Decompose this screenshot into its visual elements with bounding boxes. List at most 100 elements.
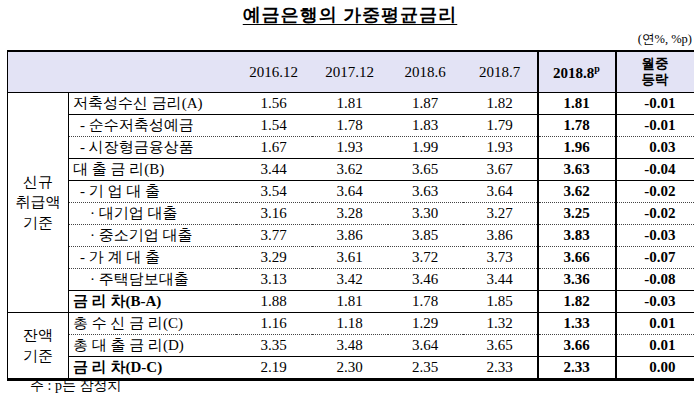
table-row: - 시장형금융상품1.671.931.991.931.960.03	[8, 137, 694, 159]
cell-value: 3.65	[388, 159, 463, 181]
cell-current-month: 3.25	[538, 203, 616, 225]
cell-value: 3.64	[312, 181, 388, 203]
row-group-label: 신규 취급액 기준	[8, 93, 69, 313]
table-row: · 중소기업 대출3.773.863.853.863.83-0.03	[8, 225, 694, 247]
cell-monthly-change: -0.07	[616, 247, 694, 269]
rates-table: 2016.12 2017.12 2018.6 2018.7 2018.8p 월중…	[7, 50, 694, 381]
header-corner	[8, 51, 236, 93]
cell-value: 3.86	[463, 225, 538, 247]
cell-current-month: 3.66	[538, 335, 616, 357]
cell-value: 1.93	[312, 137, 388, 159]
cell-current-month: 1.78	[538, 115, 616, 137]
footnote: 주 : p는 잠정치	[30, 377, 121, 395]
cell-current-month: 3.63	[538, 159, 616, 181]
col-monthly-change: 월중 등락	[616, 51, 694, 93]
table-row: - 순수저축성예금1.541.781.831.791.78-0.01	[8, 115, 694, 137]
cell-value: 3.73	[463, 247, 538, 269]
cell-value: 3.30	[388, 203, 463, 225]
row-label: · 주택담보대출	[69, 269, 236, 291]
cell-value: 3.85	[388, 225, 463, 247]
table-row: 금 리 차(B-A)1.881.811.781.851.82-0.03	[8, 291, 694, 313]
cell-monthly-change: -0.03	[616, 291, 694, 313]
cell-value: 3.44	[236, 159, 312, 181]
cell-value: 3.61	[312, 247, 388, 269]
cell-monthly-change: -0.02	[616, 181, 694, 203]
row-label: · 대기업 대출	[69, 203, 236, 225]
cell-current-month: 3.36	[538, 269, 616, 291]
page-title-text: 예금은행의 가중평균금리	[243, 5, 458, 25]
cell-value: 3.77	[236, 225, 312, 247]
cell-value: 2.33	[463, 357, 538, 380]
cell-value: 1.18	[312, 313, 388, 335]
cell-current-month: 1.81	[538, 93, 616, 115]
provisional-marker: p	[594, 63, 600, 74]
cell-current-month: 1.33	[538, 313, 616, 335]
cell-value: 1.79	[463, 115, 538, 137]
cell-value: 1.32	[463, 313, 538, 335]
table-row: - 가 계 대 출3.293.613.723.733.66-0.07	[8, 247, 694, 269]
cell-value: 1.93	[463, 137, 538, 159]
cell-monthly-change: 0.01	[616, 313, 694, 335]
row-label: 총 대 출 금 리(D)	[69, 335, 236, 357]
row-label: 대 출 금 리(B)	[69, 159, 236, 181]
cell-monthly-change: 0.01	[616, 335, 694, 357]
cell-value: 3.64	[463, 181, 538, 203]
table-row: 신규 취급액 기준저축성수신 금리(A)1.561.811.871.821.81…	[8, 93, 694, 115]
cell-monthly-change: -0.01	[616, 115, 694, 137]
cell-current-month: 2.33	[538, 357, 616, 380]
col-2018-7: 2018.7	[463, 51, 538, 93]
row-group-label: 잔액 기준	[8, 313, 69, 380]
cell-value: 1.83	[388, 115, 463, 137]
cell-value: 1.29	[388, 313, 463, 335]
cell-value: 1.81	[312, 93, 388, 115]
table-row: · 대기업 대출3.163.283.303.273.25-0.02	[8, 203, 694, 225]
table-row: 대 출 금 리(B)3.443.623.653.673.63-0.04	[8, 159, 694, 181]
cell-monthly-change: -0.02	[616, 203, 694, 225]
cell-value: 3.16	[236, 203, 312, 225]
cell-value: 2.30	[312, 357, 388, 380]
cell-value: 3.62	[312, 159, 388, 181]
cell-value: 3.54	[236, 181, 312, 203]
row-label: - 가 계 대 출	[69, 247, 236, 269]
cell-value: 3.27	[463, 203, 538, 225]
row-label: - 기 업 대 출	[69, 181, 236, 203]
col-2016-12: 2016.12	[236, 51, 312, 93]
cell-monthly-change: -0.08	[616, 269, 694, 291]
cell-value: 1.78	[312, 115, 388, 137]
col-2018-6: 2018.6	[388, 51, 463, 93]
cell-current-month: 3.83	[538, 225, 616, 247]
cell-value: 1.56	[236, 93, 312, 115]
cell-value: 1.85	[463, 291, 538, 313]
cell-value: 3.35	[236, 335, 312, 357]
cell-value: 3.65	[463, 335, 538, 357]
table-row: · 주택담보대출3.133.423.463.443.36-0.08	[8, 269, 694, 291]
row-label: - 순수저축성예금	[69, 115, 236, 137]
row-label: 저축성수신 금리(A)	[69, 93, 236, 115]
cell-monthly-change: -0.01	[616, 93, 694, 115]
cell-value: 3.63	[388, 181, 463, 203]
row-label: 금 리 차(B-A)	[69, 291, 236, 313]
cell-value: 1.81	[312, 291, 388, 313]
cell-value: 3.86	[312, 225, 388, 247]
cell-monthly-change: 0.00	[616, 357, 694, 380]
cell-value: 3.67	[463, 159, 538, 181]
cell-value: 3.48	[312, 335, 388, 357]
cell-monthly-change: 0.03	[616, 137, 694, 159]
cell-value: 3.44	[463, 269, 538, 291]
cell-value: 3.46	[388, 269, 463, 291]
table-row: 잔액 기준총 수 신 금 리(C)1.161.181.291.321.330.0…	[8, 313, 694, 335]
cell-value: 1.54	[236, 115, 312, 137]
cell-current-month: 1.96	[538, 137, 616, 159]
cell-value: 3.72	[388, 247, 463, 269]
cell-value: 1.82	[463, 93, 538, 115]
cell-monthly-change: -0.03	[616, 225, 694, 247]
table-header-row: 2016.12 2017.12 2018.6 2018.7 2018.8p 월중…	[8, 51, 694, 93]
page: 예금은행의 가중평균금리 (연%, %p) 2016.12 2017.12 20…	[0, 0, 700, 414]
table-row: - 기 업 대 출3.543.643.633.643.62-0.02	[8, 181, 694, 203]
cell-value: 2.35	[388, 357, 463, 380]
cell-value: 3.64	[388, 335, 463, 357]
cell-value: 1.87	[388, 93, 463, 115]
cell-value: 3.29	[236, 247, 312, 269]
cell-value: 3.28	[312, 203, 388, 225]
cell-current-month: 3.66	[538, 247, 616, 269]
